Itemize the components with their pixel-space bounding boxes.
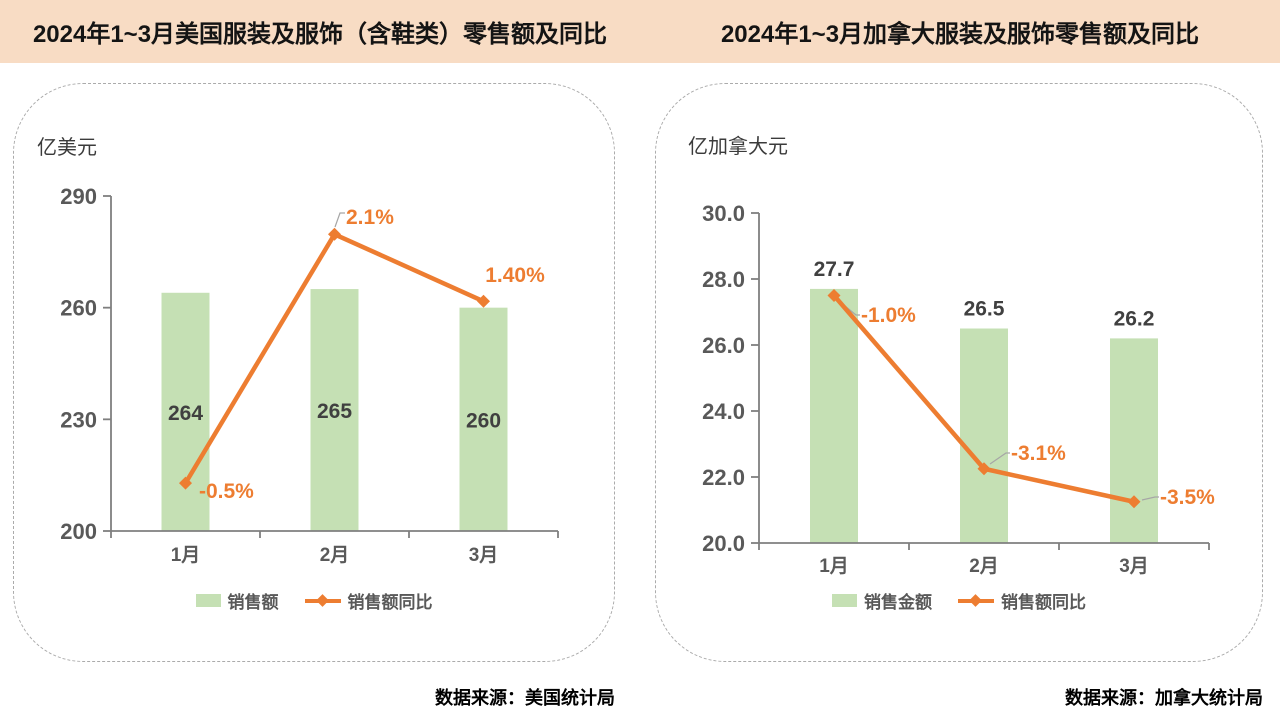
axis-unit-label: 亿美元 (37, 136, 97, 159)
canada-legend: 销售金额 销售额同比 (656, 588, 1262, 613)
yoy-value-label: -3.1% (1011, 442, 1066, 465)
label-leader-line (989, 452, 1010, 465)
us-legend: 销售额 销售额同比 (14, 588, 614, 613)
label-leader-line (334, 212, 345, 228)
y-tick-label: 260 (60, 296, 97, 321)
y-tick-label: 230 (60, 407, 97, 432)
bar-value-label: 26.5 (964, 298, 1005, 321)
bar (960, 328, 1008, 543)
yoy-marker (1127, 495, 1141, 509)
bar-swatch-icon (195, 594, 221, 607)
yoy-marker (477, 294, 490, 308)
x-category-label: 3月 (1119, 556, 1149, 577)
y-tick-label: 26.0 (702, 333, 745, 358)
us-legend-item-yoy: 销售额同比 (304, 588, 433, 613)
x-category-label: 1月 (819, 556, 849, 577)
bar (310, 289, 359, 531)
yoy-marker (977, 462, 991, 476)
yoy-marker (179, 476, 192, 490)
y-tick-label: 28.0 (702, 267, 745, 292)
line-swatch-icon (304, 593, 341, 607)
y-tick-label: 24.0 (702, 399, 745, 424)
yoy-value-label: 2.1% (346, 206, 394, 229)
bar-value-label: 265 (317, 400, 352, 423)
bar-value-label: 27.7 (814, 258, 855, 281)
bar (1110, 338, 1158, 543)
yoy-marker (827, 289, 841, 302)
y-tick-label: 20.0 (702, 531, 745, 556)
y-tick-label: 290 (60, 184, 97, 209)
canada-chart-panel: 27.7 26.5 26.2 -1.0% -3.1% -3.5% 30.0 28.0 26.0 2… (655, 83, 1263, 662)
x-category-label: 2月 (969, 556, 999, 577)
yoy-value-label: 1.40% (485, 264, 545, 287)
us-chart-panel: 264 265 260 -0.5% 2.1% 1.40% 290 260 230 200 1月 2月 3… (13, 83, 615, 662)
line-swatch-icon (958, 593, 994, 607)
canada-legend-item-yoy: 销售额同比 (958, 588, 1086, 613)
bar-value-label: 260 (466, 409, 501, 432)
us-legend-sales-label: 销售额 (227, 593, 279, 612)
axis-unit-label: 亿加拿大元 (688, 134, 788, 158)
us-source-text: 数据来源：美国统计局 (435, 688, 615, 708)
yoy-value-label: -0.5% (199, 480, 254, 503)
us-chart: 264 265 260 -0.5% 2.1% 1.40% 290 260 230 200 1月 2月 3… (37, 136, 559, 566)
y-tick-label: 30.0 (702, 201, 745, 226)
label-leader-line (1141, 496, 1159, 501)
canada-source-text: 数据来源：加拿大统计局 (1065, 688, 1263, 708)
bar-value-label: 26.2 (1114, 307, 1155, 330)
yoy-value-label: -1.0% (861, 304, 916, 327)
canada-chart-title: 2024年1~3月加拿大服装及服饰零售额及同比 (720, 21, 1200, 48)
diamond-marker-icon (315, 593, 329, 607)
canada-legend-yoy-label: 销售额同比 (1001, 593, 1086, 612)
canada-legend-item-sales: 销售金额 (832, 588, 932, 613)
y-tick-label: 22.0 (702, 465, 745, 490)
x-category-label: 1月 (171, 545, 201, 566)
bar-swatch-icon (832, 594, 857, 607)
header-strip: 2024年1~3月美国服装及服饰（含鞋类）零售额及同比 2024年1~3月加拿大… (0, 0, 1280, 63)
us-legend-yoy-label: 销售额同比 (347, 593, 433, 612)
canada-chart: 27.7 26.5 26.2 -1.0% -3.1% -3.5% 30.0 28.0 26.0 2… (688, 134, 1215, 577)
y-tick-label: 200 (60, 519, 97, 544)
diamond-marker-icon (969, 593, 982, 607)
bar (459, 307, 508, 531)
x-category-label: 3月 (469, 545, 499, 566)
bar-value-label: 264 (168, 402, 203, 425)
x-category-label: 2月 (320, 545, 350, 566)
bar (810, 288, 858, 543)
us-chart-title: 2024年1~3月美国服装及服饰（含鞋类）零售额及同比 (32, 21, 608, 48)
us-legend-item-sales: 销售额 (195, 588, 279, 613)
yoy-value-label: -3.5% (1160, 486, 1215, 509)
yoy-marker (328, 227, 341, 241)
bar (161, 292, 210, 531)
canada-legend-sales-label: 销售金额 (864, 593, 932, 612)
